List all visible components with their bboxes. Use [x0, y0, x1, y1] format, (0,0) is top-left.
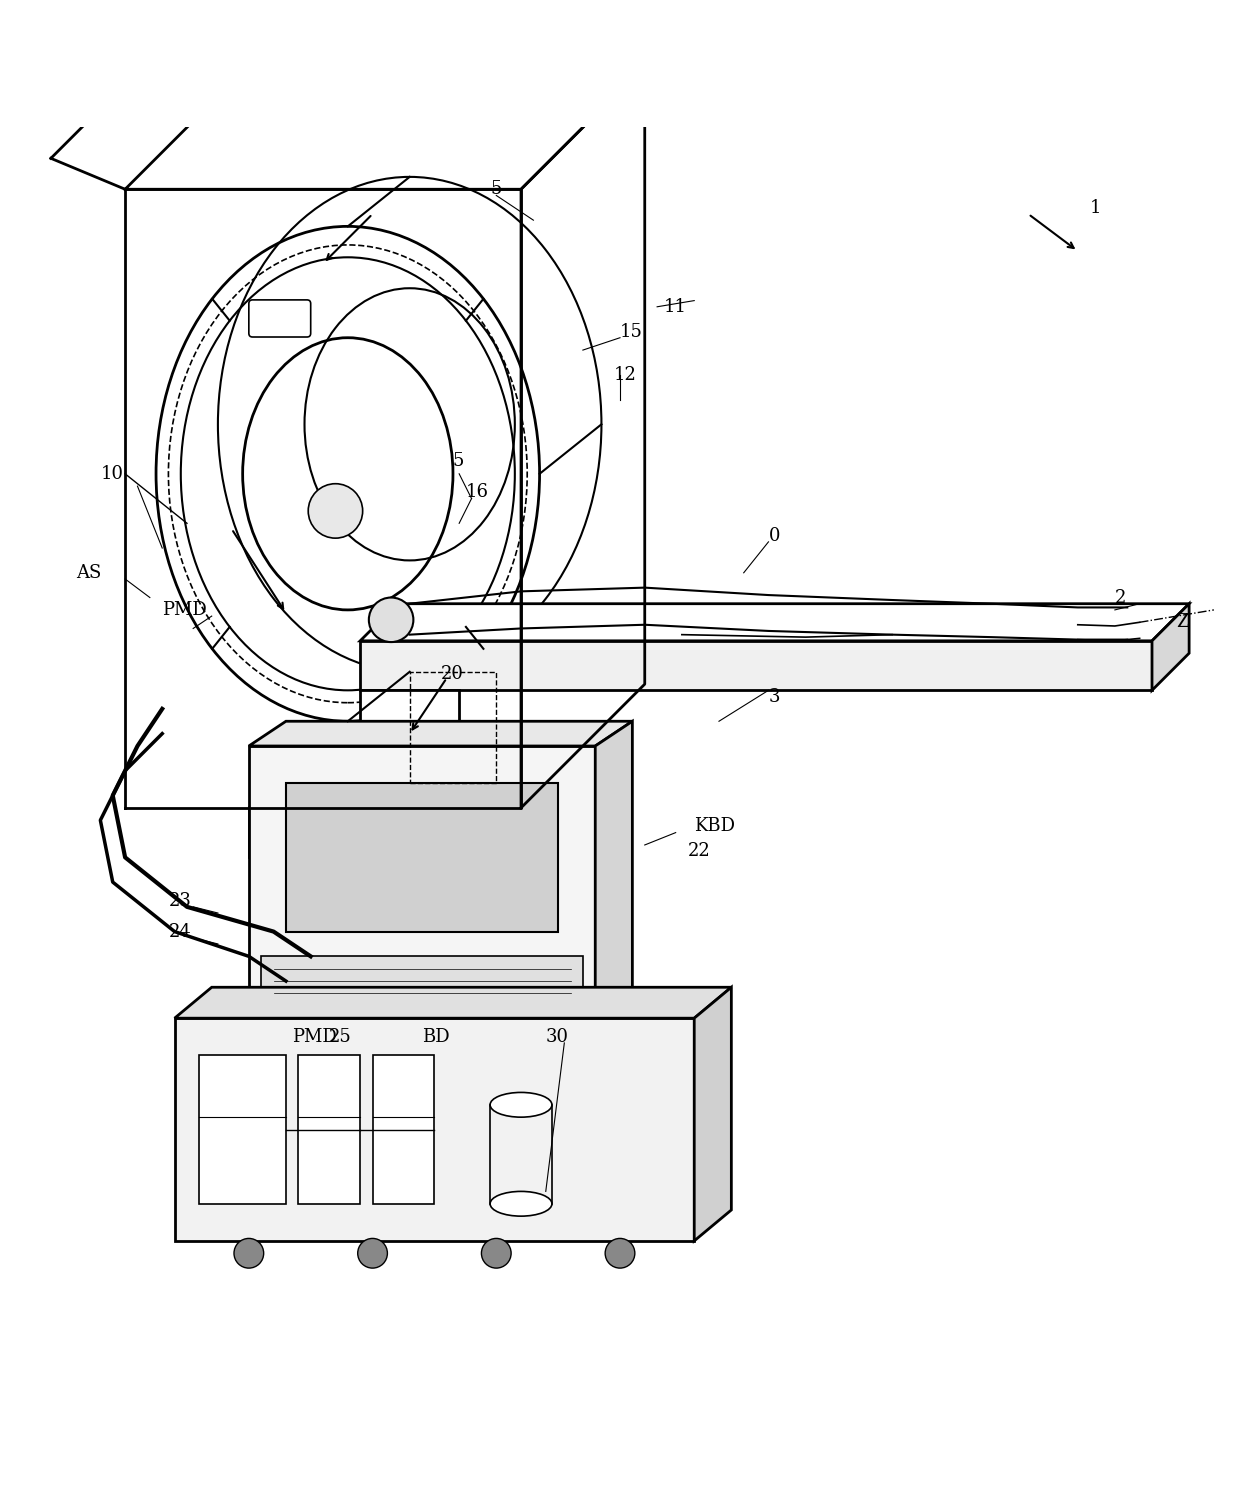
Text: 5: 5 [490, 181, 501, 198]
Polygon shape [1152, 604, 1189, 691]
Text: 2: 2 [1115, 588, 1126, 607]
Polygon shape [360, 642, 1152, 691]
Text: 24: 24 [169, 922, 191, 940]
Text: 10: 10 [100, 466, 123, 483]
FancyBboxPatch shape [249, 300, 311, 337]
Text: 30: 30 [546, 1028, 569, 1046]
Text: 5: 5 [453, 452, 464, 470]
Text: 22: 22 [688, 841, 711, 861]
Polygon shape [262, 956, 583, 1006]
Ellipse shape [243, 337, 453, 610]
Text: PMD: PMD [162, 601, 207, 619]
Text: BD: BD [422, 1028, 450, 1046]
Polygon shape [249, 721, 632, 746]
Polygon shape [360, 604, 1189, 642]
Text: 23: 23 [169, 892, 191, 910]
Text: 0: 0 [769, 527, 780, 545]
Polygon shape [299, 1055, 360, 1204]
Text: 11: 11 [663, 298, 686, 316]
Text: KBD: KBD [694, 818, 735, 836]
Text: Z: Z [1177, 613, 1189, 631]
Polygon shape [249, 777, 595, 807]
Polygon shape [372, 1055, 434, 1204]
Text: 15: 15 [620, 322, 642, 340]
Circle shape [481, 1238, 511, 1268]
Polygon shape [175, 988, 732, 1018]
Polygon shape [200, 1055, 286, 1204]
Polygon shape [595, 721, 632, 1018]
Text: PMD: PMD [293, 1028, 337, 1046]
Text: 3: 3 [769, 688, 780, 706]
Circle shape [234, 1238, 264, 1268]
Text: 25: 25 [330, 1028, 352, 1046]
Text: 20: 20 [440, 665, 464, 683]
Polygon shape [360, 691, 459, 807]
Ellipse shape [490, 1192, 552, 1216]
Polygon shape [694, 988, 732, 1241]
Circle shape [605, 1238, 635, 1268]
Polygon shape [286, 783, 558, 931]
Polygon shape [175, 1018, 694, 1241]
Polygon shape [558, 777, 595, 858]
Polygon shape [249, 807, 558, 858]
Text: 16: 16 [465, 483, 489, 501]
Text: 1: 1 [1090, 198, 1101, 216]
Text: 12: 12 [614, 366, 636, 383]
Ellipse shape [490, 1092, 552, 1118]
Polygon shape [249, 746, 595, 1018]
Circle shape [309, 483, 362, 539]
Text: AS: AS [76, 564, 100, 582]
Circle shape [368, 597, 413, 642]
Circle shape [357, 1238, 387, 1268]
